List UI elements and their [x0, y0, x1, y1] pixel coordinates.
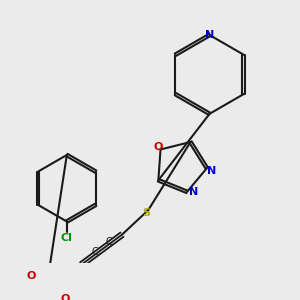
Text: C: C	[106, 237, 112, 247]
Text: S: S	[142, 208, 151, 218]
Text: N: N	[189, 187, 199, 197]
Text: N: N	[205, 30, 214, 40]
Text: C: C	[92, 247, 98, 257]
Text: O: O	[153, 142, 163, 152]
Text: O: O	[26, 271, 36, 281]
Text: Cl: Cl	[61, 233, 73, 243]
Text: N: N	[208, 166, 217, 176]
Text: O: O	[60, 294, 70, 300]
